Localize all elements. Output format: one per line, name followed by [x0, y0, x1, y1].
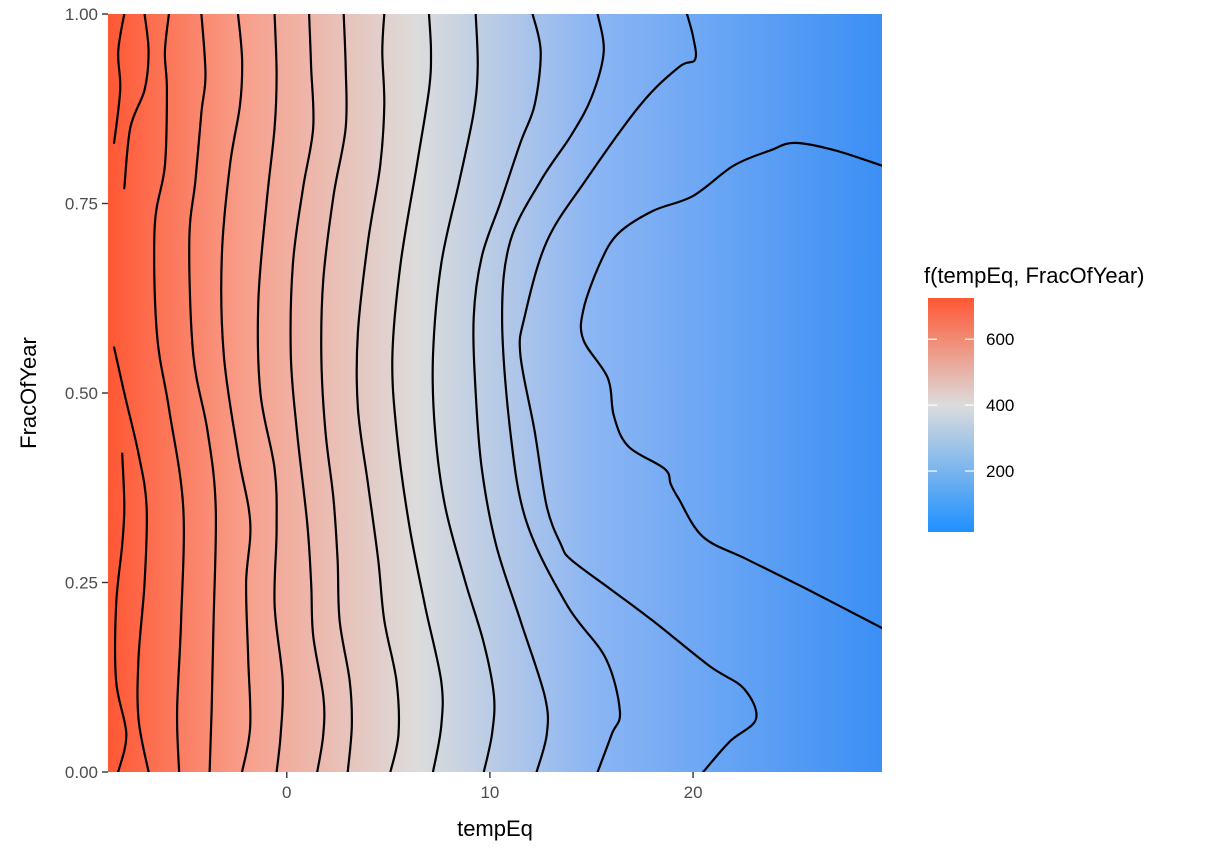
contour-line — [123, 14, 150, 190]
legend-tick-label: 400 — [986, 396, 1014, 415]
y-tick-label: 0.75 — [65, 195, 98, 214]
x-axis: 0 10 20 — [282, 772, 703, 802]
contour-line — [501, 14, 622, 772]
legend-ticks: 200 400 600 — [928, 330, 1014, 481]
contour-line — [188, 14, 218, 772]
y-axis-title: FracOfYear — [16, 337, 41, 449]
contour-line — [153, 14, 185, 772]
y-tick-label: 0.25 — [65, 574, 98, 593]
contour-line — [289, 14, 326, 772]
contour-line — [355, 14, 401, 772]
plot-panel — [108, 14, 882, 772]
heatmap-field — [108, 14, 882, 772]
legend-colorbar — [928, 298, 974, 532]
contour-line — [113, 346, 150, 772]
contour-line — [472, 14, 550, 772]
y-tick-label: 0.50 — [65, 384, 98, 403]
x-tick-label: 20 — [684, 783, 703, 802]
legend-title: f(tempEq, FracOfYear) — [924, 263, 1144, 288]
color-legend: f(tempEq, FracOfYear) 200 400 600 — [924, 263, 1144, 532]
legend-tick-label: 600 — [986, 330, 1014, 349]
y-tick-label: 0.00 — [65, 763, 98, 782]
contour-line — [220, 14, 252, 772]
contour-line — [113, 14, 126, 144]
x-tick-label: 10 — [480, 783, 499, 802]
y-tick-label: 1.00 — [65, 5, 98, 24]
contour-line — [518, 14, 758, 772]
y-axis: 0.00 0.25 0.50 0.75 1.00 — [65, 5, 108, 782]
contour-line — [431, 14, 496, 772]
contour-line — [579, 141, 882, 630]
legend-tick-label: 200 — [986, 462, 1014, 481]
contour-line — [113, 452, 128, 772]
contour-lines — [113, 14, 882, 772]
x-axis-title: tempEq — [457, 816, 533, 841]
contour-line — [256, 14, 285, 772]
contour-line — [320, 14, 353, 772]
x-tick-label: 0 — [282, 783, 291, 802]
contour-line — [391, 14, 444, 772]
